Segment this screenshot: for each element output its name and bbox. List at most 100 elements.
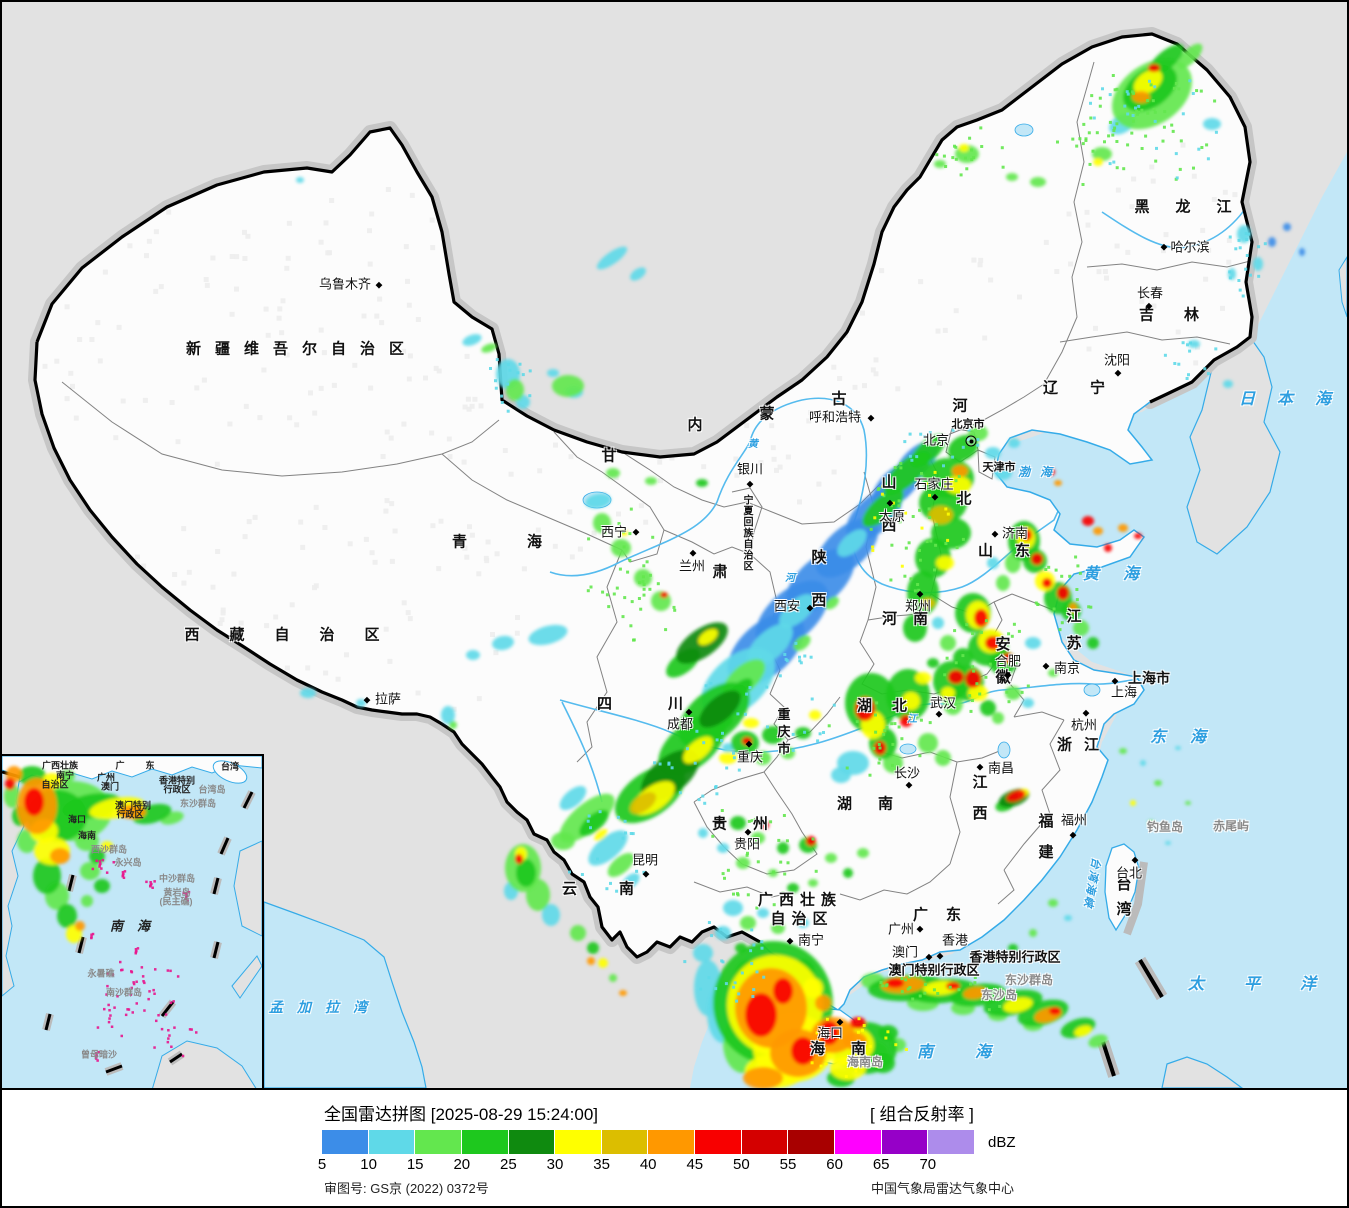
radar-speckle (95, 859, 98, 862)
radar-echo (900, 715, 912, 727)
radar-speckle (568, 454, 574, 460)
radar-speckle (68, 370, 74, 376)
radar-speckle (732, 756, 736, 760)
radar-speckle (164, 1013, 168, 1016)
radar-echo (449, 721, 457, 729)
radar-speckle (904, 978, 908, 982)
radar-speckle (988, 662, 992, 666)
city-marker: ◆ (935, 708, 943, 719)
radar-speckle (596, 857, 599, 861)
radar-speckle (969, 709, 973, 713)
city-marker: ◆ (745, 738, 753, 749)
radar-speckle (976, 443, 980, 447)
radar-speckle (808, 410, 814, 416)
radar-echo (1003, 997, 1033, 1013)
radar-speckle (961, 537, 965, 541)
radar-speckle (220, 607, 226, 613)
radar-speckle (1163, 110, 1167, 114)
radar-echo (611, 539, 631, 557)
radar-speckle (918, 279, 924, 285)
radar-speckle (612, 592, 616, 596)
radar-speckle (367, 261, 373, 267)
radar-echo (994, 466, 1012, 480)
radar-echo (515, 854, 523, 864)
radar-speckle (1140, 108, 1144, 112)
radar-speckle (1131, 176, 1137, 182)
radar-echo (1057, 586, 1069, 600)
radar-speckle (816, 481, 822, 487)
radar-speckle (832, 703, 836, 707)
radar-speckle (751, 995, 755, 998)
radar-speckle (464, 353, 470, 359)
radar-speckle (771, 456, 777, 462)
radar-speckle (1245, 238, 1249, 241)
radar-speckle (869, 527, 873, 531)
radar-speckle (312, 410, 318, 416)
city-marker: ◆ (1111, 675, 1119, 686)
inset-dash-segment (212, 877, 220, 895)
radar-echo (1025, 637, 1041, 649)
radar-speckle (1131, 90, 1135, 94)
radar-echo (1140, 760, 1146, 766)
radar-speckle (70, 383, 75, 389)
inset-label: 澳门 (100, 781, 120, 792)
radar-echo (934, 160, 946, 168)
radar-speckle (153, 880, 156, 883)
radar-speckle (946, 538, 950, 542)
radar-speckle (1084, 139, 1088, 142)
radar-speckle (1130, 131, 1134, 135)
radar-speckle (885, 726, 889, 729)
radar-speckle (900, 977, 904, 981)
radar-speckle (1071, 137, 1075, 141)
radar-echo (830, 1056, 866, 1080)
radar-speckle (286, 220, 292, 226)
radar-speckle (973, 976, 977, 979)
radar-speckle (746, 851, 749, 855)
radar-echo (1092, 147, 1112, 161)
radar-speckle (772, 870, 776, 874)
radar-speckle (175, 439, 181, 445)
colorbar-tick: 70 (919, 1156, 937, 1173)
radar-speckle (1175, 329, 1181, 335)
radar-echo (57, 904, 77, 928)
radar-speckle (158, 284, 164, 290)
radar-speckle (264, 623, 270, 629)
tai-lake (1083, 683, 1101, 697)
city-marker: ◆ (1004, 669, 1012, 680)
radar-speckle (822, 731, 825, 734)
colorbar-cell-50 (741, 1130, 788, 1154)
radar-speckle (1020, 690, 1024, 694)
radar-speckle (803, 730, 807, 734)
radar-speckle (42, 363, 48, 369)
radar-speckle (744, 423, 750, 429)
province-boundary (61, 381, 500, 477)
radar-echo (593, 513, 611, 533)
radar-echo (918, 733, 938, 753)
radar-speckle (1146, 99, 1150, 102)
radar-speckle (1101, 87, 1104, 91)
colorbar-tick: 35 (593, 1156, 610, 1173)
radar-speckle (979, 630, 983, 634)
radar-speckle (1007, 632, 1011, 636)
radar-speckle (642, 564, 646, 568)
radar-echo (886, 978, 904, 988)
radar-speckle-layer (489, 74, 1267, 1078)
radar-speckle (899, 466, 903, 470)
china-radar-map: 新疆维吾尔自治区 西藏自治区 青海甘肃内蒙古宁夏回族自治区 陕西 山西河北山东 河南 江苏安… (2, 2, 1347, 1090)
province-boundary (576, 549, 623, 763)
radar-echo (797, 918, 809, 928)
radar-speckle (1191, 309, 1197, 315)
radar-speckle (190, 1028, 193, 1031)
radar-speckle (726, 868, 730, 872)
radar-speckle (1126, 92, 1130, 96)
radar-echo (81, 895, 93, 907)
radar-speckle (1214, 347, 1218, 351)
radar-speckle (121, 871, 125, 874)
radar-echo (24, 788, 44, 816)
radar-speckle (1092, 116, 1096, 120)
radar-speckle (1206, 247, 1212, 253)
radar-speckle (1170, 123, 1174, 127)
radar-speckle (907, 975, 911, 979)
radar-echo (1042, 578, 1052, 588)
city-marker: ◆ (936, 950, 944, 961)
